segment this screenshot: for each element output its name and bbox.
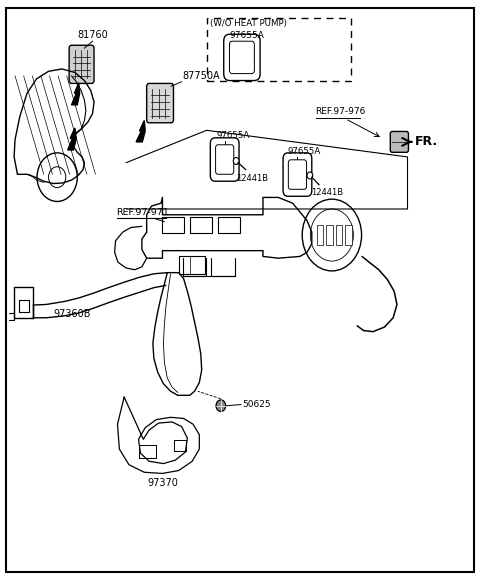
Text: (W/O HEAT PUMP): (W/O HEAT PUMP)	[210, 19, 287, 28]
Bar	[336, 225, 342, 245]
Text: 97655A: 97655A	[229, 31, 264, 40]
Text: 12441B: 12441B	[311, 188, 343, 197]
Text: 12441B: 12441B	[236, 174, 268, 183]
FancyBboxPatch shape	[216, 145, 234, 174]
Text: 97370: 97370	[147, 478, 178, 488]
Text: 97655A: 97655A	[216, 130, 249, 140]
Bar	[218, 217, 240, 233]
Bar	[207, 18, 351, 81]
FancyBboxPatch shape	[69, 45, 94, 84]
Polygon shape	[136, 121, 145, 142]
Bar	[317, 225, 323, 245]
Bar	[190, 217, 212, 233]
Bar	[162, 217, 184, 233]
Bar	[345, 225, 352, 245]
FancyBboxPatch shape	[283, 153, 312, 196]
FancyBboxPatch shape	[390, 132, 408, 153]
Circle shape	[216, 400, 226, 411]
Text: FR.: FR.	[415, 135, 438, 148]
Text: 50625: 50625	[242, 400, 271, 409]
FancyBboxPatch shape	[288, 160, 307, 189]
Circle shape	[311, 209, 353, 261]
Bar	[326, 225, 333, 245]
Text: 97655A: 97655A	[288, 147, 321, 156]
Text: REF.97-976: REF.97-976	[316, 107, 366, 117]
Circle shape	[233, 158, 239, 165]
Text: 97360B: 97360B	[54, 309, 91, 318]
FancyBboxPatch shape	[210, 138, 239, 181]
FancyBboxPatch shape	[224, 34, 260, 81]
Circle shape	[307, 172, 313, 179]
FancyBboxPatch shape	[147, 84, 173, 123]
Text: REF.97-971: REF.97-971	[117, 208, 169, 217]
Polygon shape	[72, 83, 80, 105]
Text: 81760: 81760	[77, 30, 108, 40]
Bar	[179, 256, 205, 274]
Text: 87750A: 87750A	[182, 71, 220, 81]
Polygon shape	[68, 128, 76, 150]
FancyBboxPatch shape	[229, 41, 254, 74]
Circle shape	[302, 199, 361, 271]
